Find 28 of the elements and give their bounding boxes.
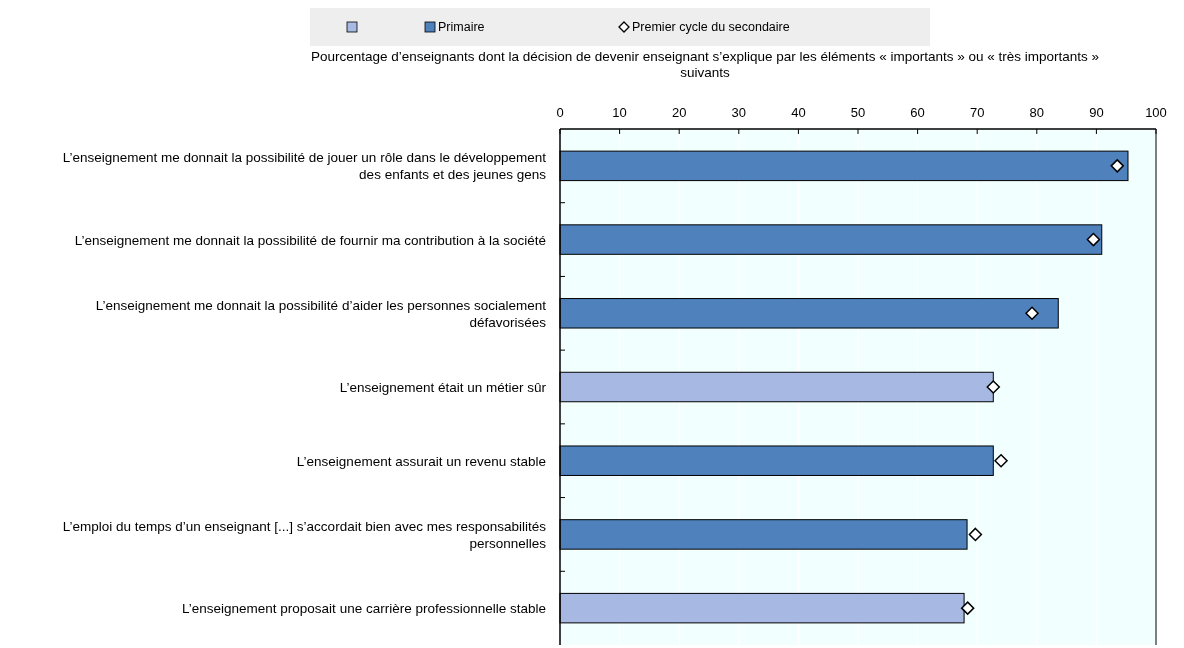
point [1086,232,1101,247]
x-tick-label: 0 [556,105,564,120]
legend-label: Premier cycle du secondaire [632,20,790,34]
x-tick-label: 30 [731,105,747,120]
y-tick-label: L’enseignement me donnait la possibilité de fournir ma contribution à la société [74,232,546,248]
x-tick-label: 50 [850,105,866,120]
legend-label: Primaire [438,20,485,34]
y-tick-label: L’enseignement me donnait la possibilité de jouer un rôle dans le développement des enfants et des jeunes gens [62,150,547,183]
point [1110,159,1125,173]
x-tick-label: 70 [969,105,985,120]
x-tick-label: 80 [1029,105,1045,120]
y-tick-label: L’emploi du temps d’un enseignant [...] s’accordait bien avec mes responsabilités personnelles [62,518,547,551]
point [1025,306,1039,321]
y-tick-label: L’enseignement assurait un revenu stable [296,453,546,469]
point [994,453,1008,468]
x-tick-label: 40 [791,105,806,120]
x-tick-label: 90 [1089,105,1104,120]
x-tick-label: 60 [910,105,925,120]
x-tick-label: 100 [1145,105,1167,120]
x-axis-title: Pourcentage d’enseignants dont la décision de devenir enseignant s’explique par les éléments « importants » ou « très importants » suivants [311,49,1099,80]
point [986,380,1001,394]
x-tick-label: 20 [671,105,687,120]
y-tick-label: L’enseignement proposait une carrière professionnelle stable [182,601,546,617]
point [960,601,975,615]
point [968,527,983,542]
y-tick-label: L’enseignement me donnait la possibilité d’aider les personnes socialement défavorisées [95,297,547,330]
y-tick-label: L’enseignement était un métier sûr [339,380,547,395]
x-tick-label: 10 [612,105,627,120]
